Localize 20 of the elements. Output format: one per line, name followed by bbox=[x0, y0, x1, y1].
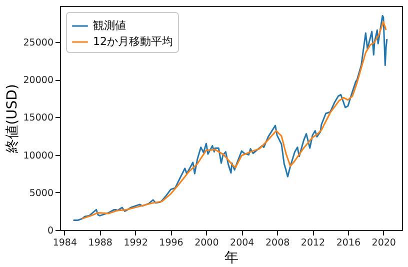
x-tick-label: 1988 bbox=[88, 238, 112, 248]
x-tick-label: 2000 bbox=[194, 238, 219, 248]
x-axis-title: 年 bbox=[224, 250, 238, 266]
y-axis-title: 終値(USD) bbox=[4, 84, 20, 154]
x-tick-label: 2004 bbox=[230, 238, 254, 248]
x-tick-label: 2008 bbox=[265, 238, 290, 248]
x-tick-label: 2012 bbox=[300, 238, 326, 248]
legend-label: 12か月移動平均 bbox=[93, 35, 173, 48]
y-tick-label: 0 bbox=[47, 226, 54, 236]
x-tick-label: 2020 bbox=[372, 238, 396, 248]
x-tick-label: 1996 bbox=[159, 238, 184, 248]
x-tick-label: 1992 bbox=[124, 238, 148, 248]
legend-label: 観測値 bbox=[93, 19, 126, 32]
y-tick-label: 25000 bbox=[23, 38, 54, 49]
y-tick-label: 10000 bbox=[23, 150, 54, 162]
y-tick-label: 20000 bbox=[23, 75, 54, 86]
x-tick-label: 1984 bbox=[52, 238, 78, 248]
y-tick-label: 15000 bbox=[23, 112, 54, 124]
x-tick-label: 2016 bbox=[336, 238, 361, 248]
y-tick-label: 5000 bbox=[29, 188, 54, 199]
